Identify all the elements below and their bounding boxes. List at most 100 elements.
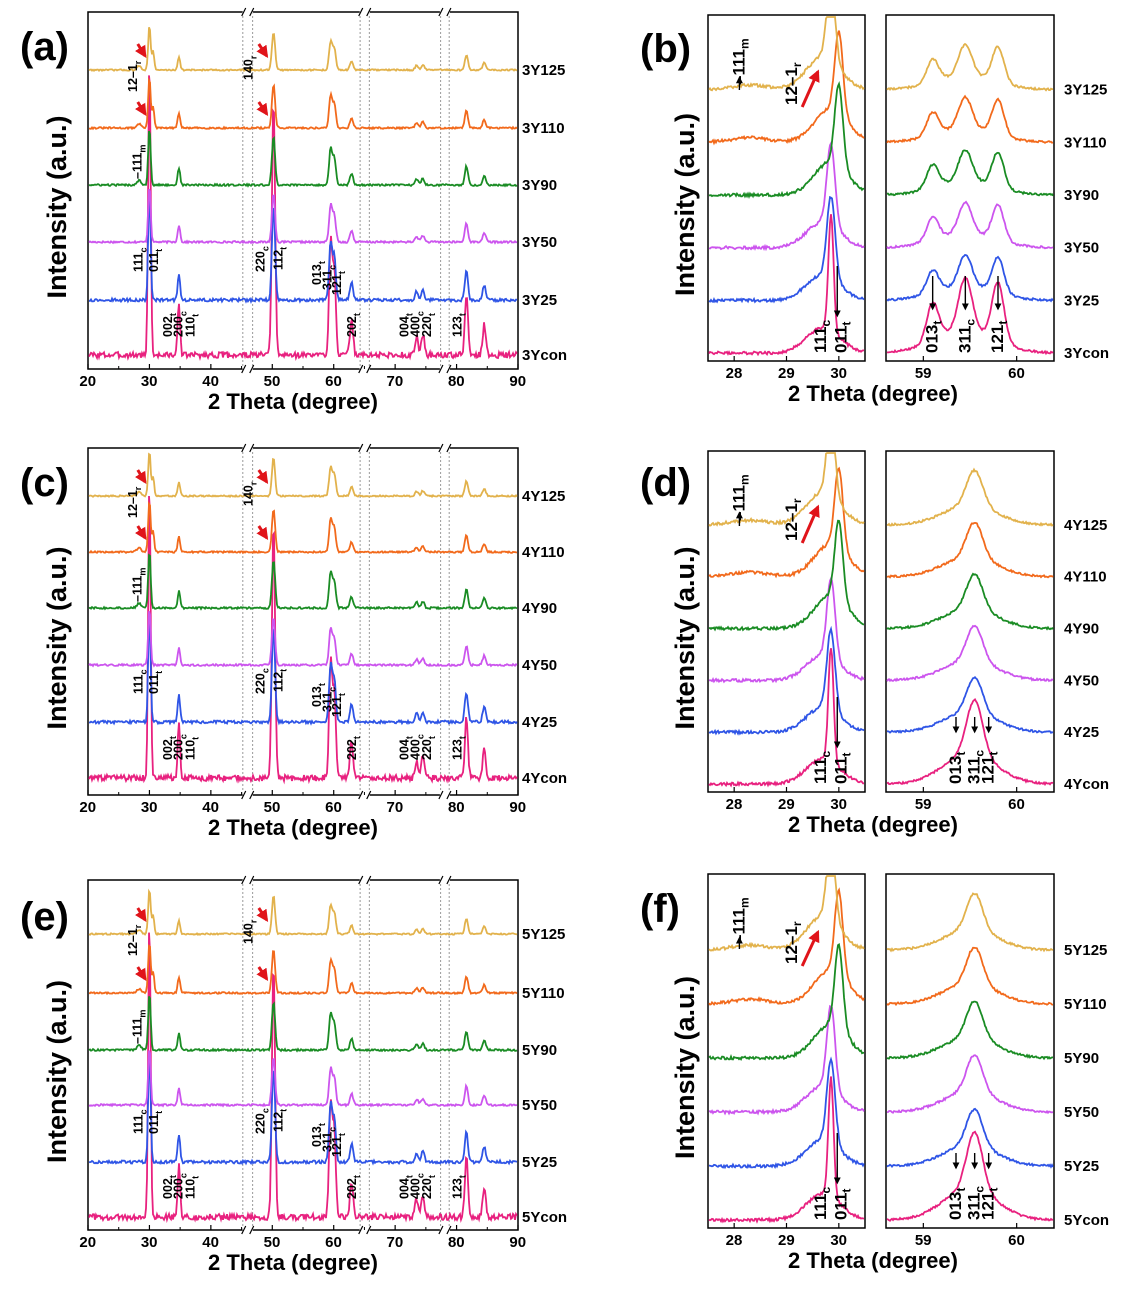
- red-arrow: [134, 907, 147, 923]
- hkl-label-r: 12–1r: [782, 62, 804, 105]
- axis-break-gap: [359, 9, 370, 15]
- y-axis-label: Intensity (a.u.): [670, 976, 700, 1159]
- hkl-label-400: 400c: [409, 734, 426, 760]
- hkl-label-311: 311c: [320, 687, 337, 712]
- axis-break-mark: [358, 790, 364, 800]
- x-tick-label: 30: [141, 1234, 158, 1251]
- hkl-label-121: 121t: [979, 1188, 1001, 1220]
- x-tick-label: 80: [448, 373, 465, 390]
- hkl-label-002: 002t: [161, 313, 178, 337]
- axis-break-mark: [241, 790, 247, 800]
- axis-break-gap: [242, 877, 253, 883]
- trace-right-5Y90: [886, 1000, 1053, 1061]
- x-tick-label: 90: [509, 373, 526, 390]
- panel-label: (d): [640, 461, 691, 505]
- x-tick-label: 90: [509, 1234, 526, 1251]
- red-arrow: [134, 101, 147, 117]
- hkl-label-110: 110t: [183, 314, 200, 337]
- axis-break-mark: [249, 875, 255, 885]
- x-tick-label: 60: [325, 1234, 342, 1251]
- x-tick-label: 40: [202, 373, 219, 390]
- hkl-label-m: –111m: [730, 897, 752, 944]
- hkl-label-400: 400c: [409, 1173, 426, 1199]
- red-arrow: [256, 101, 269, 116]
- trace-4Y125: [88, 452, 518, 499]
- hkl-label-220: 220c: [253, 668, 270, 694]
- x-tick-label: 30: [141, 799, 158, 816]
- trace-left-3Y50: [708, 140, 865, 252]
- trace-left-4Y90: [708, 519, 865, 632]
- axis-break-mark: [366, 364, 372, 374]
- x-tick-label: 60: [1008, 365, 1025, 382]
- x-axis-label: 2 Theta (degree): [788, 812, 958, 837]
- hkl-label-220: 220t: [420, 736, 437, 760]
- x-tick-label: 50: [264, 1234, 281, 1251]
- x-axis-label: 2 Theta (degree): [208, 815, 378, 840]
- trace-left-3Y125: [708, 16, 865, 92]
- panel-d: 28 29 30 59 60 2 Theta (degree) Intensity (a.u…: [640, 450, 1109, 837]
- hkl-label-013: 013t: [310, 683, 327, 707]
- trace-left-4Ycon: [708, 648, 864, 788]
- trace-left-4Y50: [708, 576, 865, 684]
- trace-3Y50: [88, 188, 518, 245]
- trace-left-4Y125: [708, 452, 865, 527]
- series-label-4Y50: 4Y50: [1064, 672, 1099, 689]
- trace-5Y110: [89, 944, 518, 996]
- axis-break-mark: [366, 790, 372, 800]
- hkl-label-200: 200c: [172, 311, 189, 337]
- x-tick-label: 60: [1008, 796, 1025, 813]
- axis-break-mark: [438, 790, 444, 800]
- hkl-label-140: 140r: [242, 55, 259, 80]
- trace-right-3Ycon: [886, 275, 1054, 356]
- hkl-label-004: 004t: [398, 313, 415, 337]
- hkl-label-121: 121t: [330, 271, 347, 295]
- series-label-3Y50: 3Y50: [1064, 240, 1099, 257]
- x-tick-label: 70: [387, 799, 404, 816]
- hkl-label-111: 111c: [132, 670, 149, 695]
- hkl-label-202: 202t: [345, 313, 362, 337]
- right-plot-frame: [885, 450, 1055, 793]
- y-axis-label: Intensity (a.u.): [42, 115, 72, 298]
- hkl-label-m: –111m: [730, 474, 752, 521]
- trace-right-5Y25: [886, 1107, 1054, 1169]
- y-axis-label: Intensity (a.u.): [670, 113, 700, 296]
- trace-right-4Y90: [886, 572, 1054, 631]
- axis-break-mark: [249, 790, 255, 800]
- hkl-label-011t: 011t: [832, 322, 854, 353]
- axis-break-mark: [358, 443, 364, 453]
- hkl-label-220: 220t: [420, 1175, 437, 1199]
- trace-5Ycon: [88, 932, 518, 1224]
- x-tick-label: 50: [264, 799, 281, 816]
- trace-right-3Y50: [886, 200, 1054, 250]
- x-tick-label: 29: [778, 796, 795, 813]
- hkl-label-r: 12–1r: [782, 498, 804, 541]
- trace-left-5Y25: [708, 1056, 865, 1170]
- panel-label: (f): [640, 887, 680, 931]
- trace-3Y90: [88, 130, 518, 188]
- panel-label: (b): [640, 27, 691, 71]
- trace-4Y90: [88, 553, 518, 611]
- trace-left-4Y110: [708, 466, 865, 579]
- axis-break-mark: [438, 443, 444, 453]
- hkl-label-110: 110t: [183, 1176, 200, 1199]
- series-label-4Y25: 4Y25: [522, 714, 557, 731]
- red-arrow: [134, 469, 147, 485]
- y-axis-label: Intensity (a.u.): [42, 980, 72, 1163]
- series-label-4Y90: 4Y90: [522, 600, 557, 617]
- trace-left-3Ycon: [708, 214, 864, 357]
- x-tick-label: 90: [509, 799, 526, 816]
- x-tick-label: 28: [726, 1232, 743, 1249]
- x-tick-label: 80: [448, 799, 465, 816]
- hkl-label-011t: 011t: [832, 753, 854, 784]
- axis-break-mark: [358, 7, 364, 17]
- axis-break-mark: [366, 1225, 372, 1235]
- trace-left-3Y25: [708, 195, 865, 304]
- series-label-3Y125: 3Y125: [1064, 82, 1107, 99]
- hkl-label-011t: 011t: [832, 1189, 854, 1220]
- x-tick-label: 60: [325, 799, 342, 816]
- axis-break-mark: [249, 1225, 255, 1235]
- hkl-label-r: 12–1r: [782, 921, 804, 964]
- red-arrow: [256, 907, 269, 922]
- axis-break-mark: [241, 364, 247, 374]
- hkl-label-002: 002t: [161, 736, 178, 760]
